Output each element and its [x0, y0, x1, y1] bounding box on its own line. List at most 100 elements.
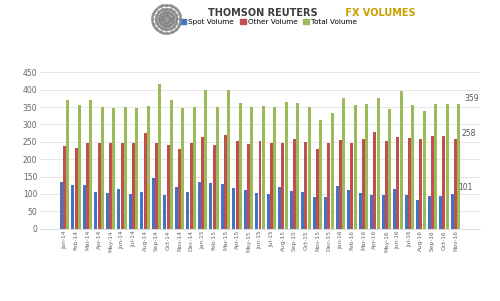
Bar [302, 192, 304, 229]
Bar [394, 189, 396, 229]
Bar [238, 103, 242, 229]
Bar [330, 113, 334, 229]
Bar [350, 143, 354, 229]
Bar [227, 90, 230, 229]
Bar [400, 92, 402, 229]
Bar [284, 102, 288, 229]
Bar [457, 104, 460, 229]
Bar [120, 143, 124, 229]
Bar [365, 104, 368, 229]
Bar [98, 142, 100, 229]
Text: 101: 101 [458, 183, 472, 192]
Bar [270, 143, 273, 229]
Bar [293, 139, 296, 229]
Bar [359, 193, 362, 229]
Bar [72, 185, 74, 229]
Bar [94, 192, 98, 229]
Bar [221, 184, 224, 229]
Bar [405, 195, 408, 229]
Bar [140, 191, 143, 229]
Bar [431, 135, 434, 229]
Bar [204, 90, 207, 229]
Bar [422, 111, 426, 229]
Bar [328, 143, 330, 229]
Bar [385, 141, 388, 229]
Bar [192, 107, 196, 229]
Bar [451, 194, 454, 229]
Bar [170, 100, 172, 229]
Bar [376, 98, 380, 229]
Bar [86, 143, 89, 229]
Bar [198, 182, 201, 229]
Bar [339, 140, 342, 229]
Bar [118, 189, 120, 229]
Bar [129, 194, 132, 229]
Bar [60, 182, 63, 229]
Bar [267, 194, 270, 229]
Bar [319, 120, 322, 229]
Bar [232, 188, 235, 229]
Bar [164, 195, 166, 229]
Text: THOMSON REUTERS: THOMSON REUTERS [208, 8, 317, 17]
Bar [166, 145, 170, 229]
Bar [124, 107, 126, 229]
Bar [74, 148, 78, 229]
Bar [324, 197, 328, 229]
Bar [175, 187, 178, 229]
Bar [362, 139, 365, 229]
Bar [146, 106, 150, 229]
Bar [411, 105, 414, 229]
Bar [144, 133, 146, 229]
Bar [224, 135, 227, 229]
Bar [89, 100, 92, 229]
Bar [158, 84, 161, 229]
Bar [396, 137, 400, 229]
Bar [190, 143, 192, 229]
Bar [370, 195, 374, 229]
Bar [282, 143, 284, 229]
Bar [258, 141, 262, 229]
Bar [112, 108, 115, 229]
Bar [100, 107, 103, 229]
Bar [313, 197, 316, 229]
Bar [354, 105, 356, 229]
Bar [278, 187, 281, 229]
Bar [66, 100, 69, 229]
Bar [244, 191, 247, 229]
Bar [178, 149, 181, 229]
Bar [78, 105, 80, 229]
Bar [434, 104, 437, 229]
Bar [247, 144, 250, 229]
Bar [296, 103, 299, 229]
Bar [201, 137, 204, 229]
Bar [316, 150, 319, 229]
Bar [212, 145, 216, 229]
Bar [428, 196, 431, 229]
Bar [152, 178, 155, 229]
Bar [236, 141, 238, 229]
Bar [181, 108, 184, 229]
Text: FX VOLUMES: FX VOLUMES [342, 8, 416, 17]
Bar [374, 132, 376, 229]
Bar [210, 183, 212, 229]
Bar [250, 107, 253, 229]
Bar [348, 191, 350, 229]
Bar [83, 185, 86, 229]
Bar [109, 143, 112, 229]
Bar [273, 107, 276, 229]
Bar [308, 107, 310, 229]
Bar [186, 191, 190, 229]
Bar [382, 195, 385, 229]
Bar [336, 186, 339, 229]
Bar [132, 142, 135, 229]
Legend: Spot Volume, Other Volume, Total Volume: Spot Volume, Other Volume, Total Volume [178, 16, 360, 28]
Bar [135, 108, 138, 229]
Bar [63, 146, 66, 229]
Bar [420, 139, 422, 229]
Bar [106, 193, 109, 229]
Bar [442, 136, 446, 229]
Bar [440, 196, 442, 229]
Bar [342, 98, 345, 229]
Text: 359: 359 [464, 94, 479, 103]
Bar [388, 109, 391, 229]
